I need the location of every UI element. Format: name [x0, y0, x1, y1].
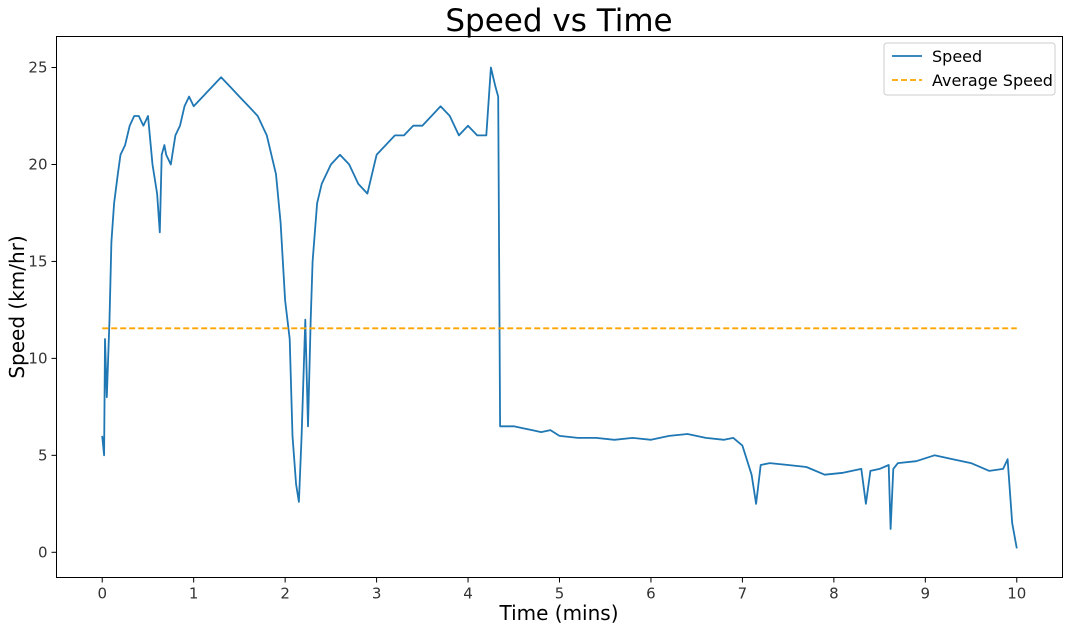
y-tick-label: 15 — [28, 252, 47, 270]
x-tick-label: 6 — [646, 585, 656, 603]
x-axis: 0 1 2 3 4 5 6 7 8 9 10 — [97, 577, 1026, 603]
x-tick-label: 8 — [829, 585, 839, 603]
x-tick-label: 0 — [97, 585, 107, 603]
y-axis-label: Speed (km/hr) — [5, 235, 29, 378]
y-tick-label: 20 — [28, 155, 47, 173]
chart-title: Speed vs Time — [445, 3, 672, 39]
x-tick-label: 7 — [738, 585, 748, 603]
legend-label-average-speed: Average Speed — [932, 71, 1053, 90]
y-tick-label: 25 — [28, 59, 47, 77]
series-line-speed — [101, 66, 1018, 549]
y-tick-label: 0 — [38, 543, 48, 561]
x-tick-label: 3 — [372, 585, 382, 603]
legend-box — [883, 42, 1056, 96]
x-tick-label: 5 — [555, 585, 565, 603]
legend: Speed Average Speed — [883, 42, 1056, 96]
x-tick-label: 10 — [1007, 585, 1026, 603]
series-layer — [101, 66, 1018, 549]
y-tick-label: 5 — [38, 446, 48, 464]
y-tick-label: 10 — [28, 349, 47, 367]
x-tick-label: 9 — [921, 585, 931, 603]
x-tick-label: 2 — [280, 585, 290, 603]
x-axis-label: Time (mins) — [498, 601, 618, 625]
legend-label-speed: Speed — [932, 47, 982, 66]
x-tick-label: 4 — [463, 585, 473, 603]
x-tick-label: 1 — [189, 585, 199, 603]
y-axis: 0 5 10 15 20 25 — [28, 59, 57, 561]
